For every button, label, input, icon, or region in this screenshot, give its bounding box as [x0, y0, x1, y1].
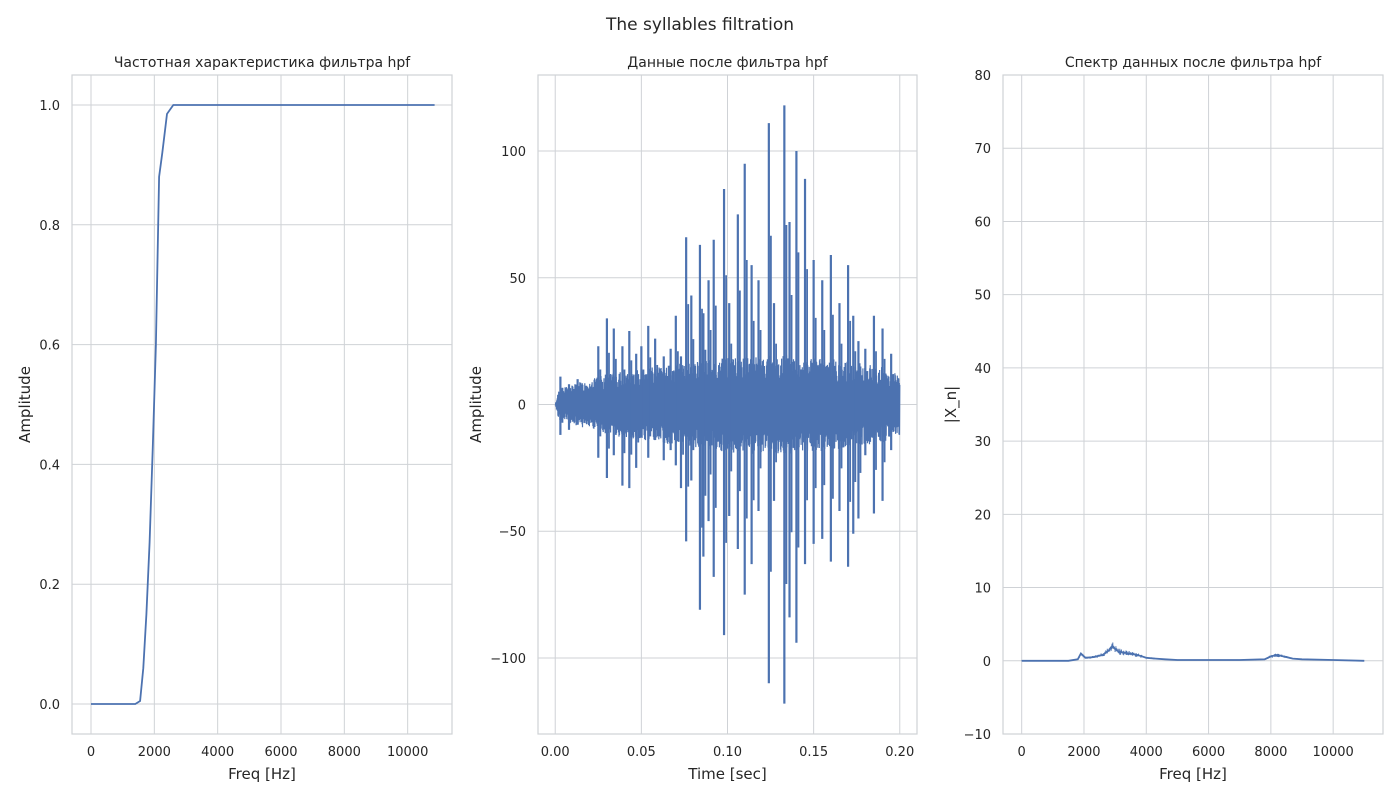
subplot-spectrum: 0 2000 4000 6000 8000 10000 −10 0 10 20 30 40 50 60 70… [942, 55, 1384, 783]
y-tick-label: −100 [490, 652, 526, 667]
x-axis-label: Freq [Hz] [1159, 765, 1227, 783]
figure-suptitle: The syllables filtration [605, 15, 794, 35]
axes-title: Частотная характеристика фильтра hpf [114, 55, 411, 71]
x-tick-label: 6000 [1192, 745, 1225, 760]
x-tick-label: 10000 [1312, 745, 1353, 760]
y-tick-label: −50 [499, 525, 526, 540]
y-tick-label: 100 [501, 145, 526, 160]
y-tick-label: 1.0 [39, 99, 60, 114]
x-tick-label: 0 [87, 745, 95, 760]
y-axis-label: Amplitude [16, 366, 34, 443]
x-tick-label: 4000 [201, 745, 234, 760]
axes-frame [537, 74, 918, 735]
y-tick-label: 0.0 [39, 698, 60, 713]
y-axis-label: |X_n| [942, 386, 961, 423]
y-tick-label: 80 [974, 69, 991, 84]
x-tick-label: 0.10 [713, 745, 742, 760]
x-tick-label: 2000 [138, 745, 171, 760]
y-tick-label: 0.6 [39, 339, 60, 354]
x-tick-label: 2000 [1067, 745, 1100, 760]
x-tick-label: 8000 [328, 745, 361, 760]
y-tick-label: 60 [974, 215, 991, 230]
y-tick-label: 20 [974, 508, 991, 523]
series-line [1021, 644, 1365, 662]
y-tick-label: 0.4 [39, 458, 60, 473]
y-tick-label: 70 [974, 142, 991, 157]
y-tick-label: 0.2 [39, 578, 60, 593]
axes-frame [71, 74, 453, 735]
subplot-filtered-signal: 0.00 0.05 0.10 0.15 0.20 −100 −50 0 50 100 Данные… [467, 55, 918, 783]
x-axis-label: Freq [Hz] [228, 765, 296, 783]
x-tick-label: 0.20 [885, 745, 914, 760]
series-line [91, 104, 435, 705]
y-tick-label: 0.8 [39, 219, 60, 234]
series-noise [1021, 642, 1364, 662]
axes-title: Спектр данных после фильтра hpf [1065, 55, 1322, 71]
x-tick-label: 4000 [1130, 745, 1163, 760]
x-tick-label: 0.00 [541, 745, 570, 760]
x-tick-label: 8000 [1254, 745, 1287, 760]
y-tick-label: 0 [983, 655, 991, 670]
y-axis-label: Amplitude [467, 366, 485, 443]
x-tick-label: 10000 [387, 745, 428, 760]
y-tick-label: 30 [974, 435, 991, 450]
x-axis-label: Time [sec] [687, 765, 766, 783]
subplot-filter-response: 0 2000 4000 6000 8000 10000 0.0 0.2 0.4 0.6 0.8 1.0… [16, 55, 453, 783]
y-tick-label: 50 [509, 272, 526, 287]
y-tick-label: 10 [974, 582, 991, 597]
x-tick-label: 6000 [264, 745, 297, 760]
x-tick-label: 0.15 [799, 745, 828, 760]
axes-frame [1002, 74, 1384, 735]
y-tick-label: 40 [974, 362, 991, 377]
y-tick-label: −10 [964, 728, 991, 743]
y-tick-label: 50 [974, 289, 991, 304]
x-tick-label: 0.05 [627, 745, 656, 760]
axes-title: Данные после фильтра hpf [627, 55, 828, 71]
x-tick-label: 0 [1018, 745, 1026, 760]
y-tick-label: 0 [518, 399, 526, 414]
